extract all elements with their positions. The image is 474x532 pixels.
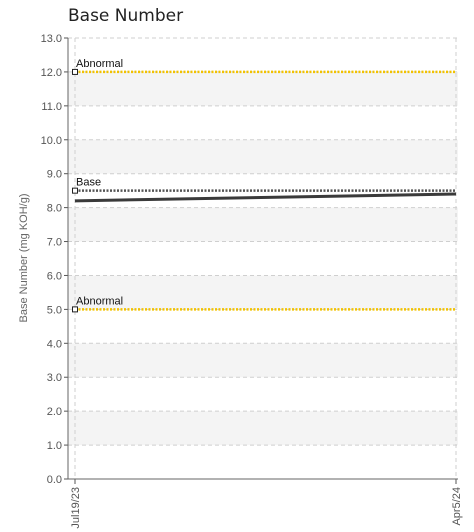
grid-band — [68, 343, 458, 378]
reference-marker — [72, 68, 78, 75]
reference-label: Base — [76, 177, 101, 189]
y-tick-label: 0.0 — [47, 474, 62, 486]
y-tick-label: 6.0 — [47, 270, 62, 282]
reference-marker — [72, 306, 78, 313]
y-tick-label: 11.0 — [41, 101, 62, 113]
y-axis-label: Base Number (mg KOH/g) — [18, 194, 30, 323]
reference-label: Abnormal — [76, 58, 123, 70]
series-line — [74, 192, 457, 203]
grid-band — [68, 411, 458, 446]
x-tick-label: Apr5/24 — [451, 487, 463, 526]
y-tick-label: 2.0 — [47, 406, 62, 418]
reference-marker — [72, 187, 78, 194]
chart-title: Base Number — [68, 6, 184, 26]
grid-band — [68, 207, 458, 242]
grid-band — [68, 139, 458, 174]
y-tick-label: 3.0 — [47, 372, 62, 384]
y-tick-label: 5.0 — [47, 304, 62, 316]
y-tick-label: 7.0 — [47, 237, 62, 249]
grid-band — [68, 275, 458, 310]
y-tick-label: 13.0 — [41, 33, 62, 45]
y-tick-label: 1.0 — [47, 440, 62, 452]
y-tick-label: 4.0 — [47, 338, 62, 350]
y-tick-label: 10.0 — [41, 135, 62, 147]
y-tick-label: 12.0 — [41, 67, 62, 79]
y-tick-label: 9.0 — [47, 169, 62, 181]
grid-band — [68, 71, 458, 106]
x-tick-label: Jul19/23 — [70, 487, 82, 529]
y-tick-label: 8.0 — [47, 203, 62, 215]
reference-label: Abnormal — [76, 295, 123, 307]
